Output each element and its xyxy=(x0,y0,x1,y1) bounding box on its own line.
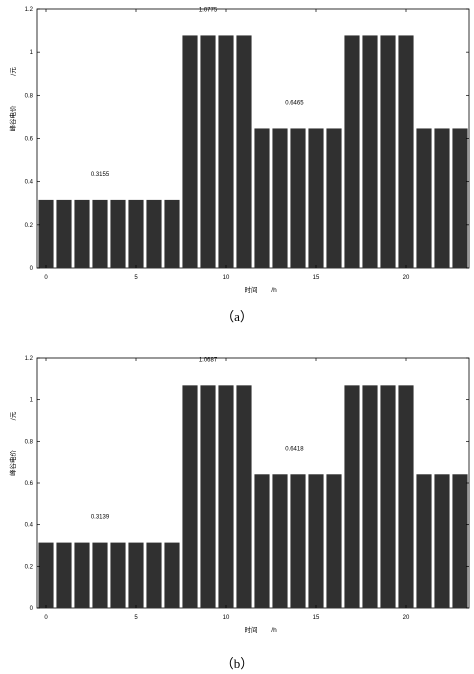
y-tick-label: 0 xyxy=(30,266,34,272)
x-tick-label: 20 xyxy=(403,615,410,621)
bar-a-12 xyxy=(254,128,270,268)
y-tick-label: 0.6 xyxy=(25,137,34,143)
y-tick-label: 0 xyxy=(30,606,34,612)
bar-b-9 xyxy=(200,385,216,608)
chart-panel-a: 0 5 10 15 20 0 0.2 0.4 0.6 0.8 1 1.2 0.3155 1.0775 0.6… xyxy=(0,0,474,335)
chart-a-caption: （a） xyxy=(221,309,253,324)
bar-a-5 xyxy=(128,199,144,268)
bar-a-23 xyxy=(452,128,468,268)
bar-b-23 xyxy=(452,474,468,608)
bar-b-0 xyxy=(38,542,54,608)
bar-b-10 xyxy=(218,385,234,608)
bar-b-11 xyxy=(236,385,252,608)
annotation-label: 1.0775 xyxy=(199,7,218,13)
bar-a-18 xyxy=(362,35,378,268)
annotation-label: 0.3139 xyxy=(91,515,110,521)
annotation-label: 0.6418 xyxy=(285,446,304,452)
bar-a-3 xyxy=(92,199,108,268)
bar-b-22 xyxy=(434,474,450,608)
y-tick-label: 0.6 xyxy=(25,481,34,487)
y-tick-label: 1 xyxy=(30,398,34,404)
x-tick-label: 0 xyxy=(44,615,48,621)
y-tick-label: 0.4 xyxy=(25,523,34,529)
chart-b-caption: （b） xyxy=(220,656,254,671)
x-tick-label: 10 xyxy=(223,275,230,281)
y-axis-unit: /元 xyxy=(9,411,17,420)
bar-b-5 xyxy=(128,542,144,608)
bar-a-2 xyxy=(74,199,90,268)
chart-b-svg: 0 5 10 15 20 0 0.2 0.4 0.6 0.8 1 1.2 0.3139 1.0687 0.6… xyxy=(8,356,470,634)
bar-b-7 xyxy=(164,542,180,608)
bar-a-11 xyxy=(236,35,252,268)
bar-b-20 xyxy=(398,385,414,608)
x-axis-unit: /h xyxy=(271,287,277,294)
bar-b-6 xyxy=(146,542,162,608)
x-tick-label: 15 xyxy=(313,615,320,621)
bar-a-15 xyxy=(308,128,324,268)
x-axis-unit: /h xyxy=(271,627,277,634)
bar-b-16 xyxy=(326,474,342,608)
x-axis-label: 时间 xyxy=(245,285,258,294)
chart-panel-b: 0 5 10 15 20 0 0.2 0.4 0.6 0.8 1 1.2 0.3139 1.0687 0.6… xyxy=(0,340,474,674)
x-tick-label: 15 xyxy=(313,275,320,281)
annotation-label: 0.6465 xyxy=(285,100,304,106)
bar-b-14 xyxy=(290,474,306,608)
bar-a-13 xyxy=(272,128,288,268)
bar-a-7 xyxy=(164,199,180,268)
bar-a-4 xyxy=(110,199,126,268)
x-tick-label: 20 xyxy=(403,275,410,281)
x-tick-label: 10 xyxy=(223,615,230,621)
bar-a-9 xyxy=(200,35,216,268)
chart-a-svg: 0 5 10 15 20 0 0.2 0.4 0.6 0.8 1 1.2 0.3155 1.0775 0.6… xyxy=(8,7,470,294)
x-tick-label: 0 xyxy=(44,275,48,281)
x-tick-label: 5 xyxy=(134,275,138,281)
bar-b-17 xyxy=(344,385,360,608)
bar-a-0 xyxy=(38,199,54,268)
annotation-label: 0.3155 xyxy=(91,172,110,178)
bar-b-3 xyxy=(92,542,108,608)
annotation-label: 1.0687 xyxy=(199,357,218,363)
bar-b-18 xyxy=(362,385,378,608)
bar-b-8 xyxy=(182,385,198,608)
y-tick-label: 0.4 xyxy=(25,180,34,186)
x-tick-label: 5 xyxy=(134,615,138,621)
y-tick-label: 0.8 xyxy=(25,93,34,99)
bar-a-10 xyxy=(218,35,234,268)
bar-a-17 xyxy=(344,35,360,268)
y-tick-label: 0.8 xyxy=(25,439,34,445)
x-axis-label: 时间 xyxy=(245,625,258,634)
bar-b-2 xyxy=(74,542,90,608)
bar-b-1 xyxy=(56,542,72,608)
y-tick-label: 1 xyxy=(30,50,34,56)
y-axis-label: 峰谷电价 xyxy=(8,105,17,132)
bar-a-20 xyxy=(398,35,414,268)
bar-a-14 xyxy=(290,128,306,268)
bar-a-6 xyxy=(146,199,162,268)
bar-a-1 xyxy=(56,199,72,268)
bar-a-16 xyxy=(326,128,342,268)
bar-b-12 xyxy=(254,474,270,608)
bar-b-4 xyxy=(110,542,126,608)
y-tick-label: 0.2 xyxy=(25,223,34,229)
y-axis-unit: /元 xyxy=(9,67,17,76)
bar-a-8 xyxy=(182,35,198,268)
bar-b-15 xyxy=(308,474,324,608)
bar-a-19 xyxy=(380,35,396,268)
y-axis-label: 峰谷电价 xyxy=(8,450,17,477)
bar-a-22 xyxy=(434,128,450,268)
bar-a-21 xyxy=(416,128,432,268)
y-tick-label: 1.2 xyxy=(25,7,34,13)
bar-b-19 xyxy=(380,385,396,608)
bar-b-13 xyxy=(272,474,288,608)
y-tick-label: 1.2 xyxy=(25,356,34,362)
bar-b-21 xyxy=(416,474,432,608)
y-tick-label: 0.2 xyxy=(25,564,34,570)
